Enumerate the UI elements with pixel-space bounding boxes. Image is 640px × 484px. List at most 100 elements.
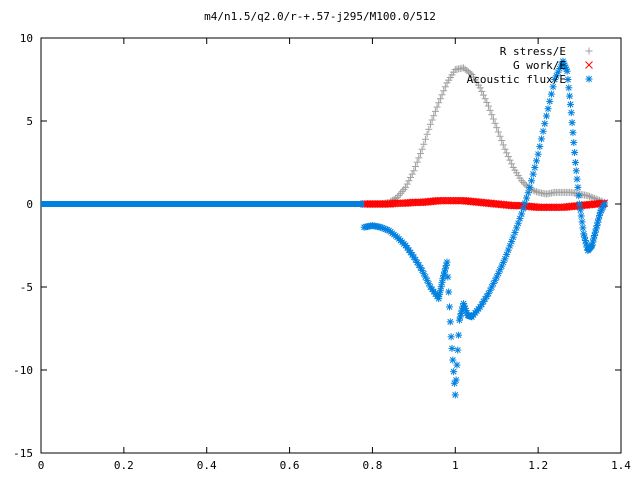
data-point-fill: [539, 127, 547, 135]
data-point-fill: [521, 180, 529, 188]
data-point: [493, 124, 501, 132]
data-point-fill: [541, 120, 549, 128]
data-point: [563, 67, 571, 75]
data-point-fill: [420, 140, 428, 148]
data-point-fill: [488, 111, 496, 119]
data-point: [418, 145, 426, 153]
data-point-fill: [508, 160, 516, 168]
data-point-fill: [503, 149, 511, 157]
data-point-fill: [478, 87, 486, 95]
legend-marker: [585, 47, 593, 55]
data-point-fill: [531, 187, 539, 195]
data-point-fill: [446, 318, 454, 326]
y-tick-label: -5: [20, 281, 33, 294]
data-point-fill: [491, 119, 499, 127]
y-axis: 10 5 0 -5 -10 -15: [13, 32, 621, 460]
data-point-fill: [570, 139, 578, 147]
data-point: [584, 192, 592, 200]
data-point-fill: [452, 376, 460, 384]
data-point: [518, 177, 526, 185]
data-point-fill: [489, 115, 497, 123]
data-point: [534, 150, 542, 158]
data-point-fill: [528, 177, 536, 185]
data-point-fill: [448, 344, 456, 352]
data-point-fill: [496, 132, 504, 140]
data-point-fill: [449, 356, 457, 364]
series-acoustic-flux-e: [41, 57, 608, 399]
data-point-fill: [503, 250, 511, 258]
x-tick-label: 1.4: [611, 459, 631, 472]
data-point-fill: [440, 87, 448, 95]
data-point-fill: [565, 84, 573, 92]
data-point-fill: [566, 92, 574, 100]
legend-label: R stress/E: [500, 45, 566, 58]
data-point-fill: [498, 137, 506, 145]
data-point-fill: [529, 170, 537, 178]
x-tick-label: 0.6: [280, 459, 300, 472]
data-point-fill: [444, 273, 452, 281]
data-point-fill: [499, 141, 507, 149]
data-point-fill: [425, 125, 433, 133]
x-tick-label: 1: [452, 459, 459, 472]
plot-frame: [40, 37, 622, 454]
data-point: [435, 295, 443, 303]
data-point-fill: [405, 177, 413, 185]
data-point: [451, 391, 459, 399]
data-point: [600, 200, 608, 208]
series-layer: [41, 57, 609, 399]
data-point: [402, 183, 410, 191]
data-point-fill: [479, 91, 487, 99]
y-tick-label: -15: [13, 447, 33, 460]
data-point-fill: [587, 193, 595, 201]
data-point-fill: [569, 129, 577, 137]
data-point-fill: [577, 212, 585, 220]
data-point-fill: [499, 258, 507, 266]
data-point-fill: [575, 192, 583, 200]
data-point-fill: [574, 183, 582, 191]
data-point-fill: [524, 189, 532, 197]
x-axis: 0 0.2 0.4 0.6 0.8 1 1.2 1.4: [38, 38, 631, 472]
y-tick-label: 10: [20, 32, 33, 45]
data-point-fill: [578, 218, 586, 226]
chart-title: m4/n1.5/q2.0/r-+.57-j295/M100.0/512: [204, 10, 436, 23]
data-point-fill: [504, 153, 512, 161]
data-point-fill: [455, 331, 463, 339]
y-tick-label: 0: [26, 198, 33, 211]
data-point: [476, 84, 484, 92]
data-point: [567, 109, 575, 117]
data-point-fill: [547, 90, 555, 98]
data-point: [443, 258, 451, 266]
y-tick-label: -10: [13, 364, 33, 377]
data-point-fill: [544, 105, 552, 113]
data-point-fill: [573, 175, 581, 183]
data-point: [501, 145, 509, 153]
y-tick-label: 5: [26, 115, 33, 128]
data-point-fill: [403, 180, 411, 188]
data-point-fill: [408, 170, 416, 178]
data-point: [410, 167, 418, 175]
data-point-fill: [436, 291, 444, 299]
data-point: [571, 159, 579, 166]
legend-marker: [585, 75, 593, 83]
data-point: [526, 183, 534, 191]
data-point: [426, 120, 434, 128]
legend-marker: [585, 61, 593, 69]
x-tick-label: 0.8: [362, 459, 382, 472]
data-point-fill: [572, 167, 580, 175]
data-point-fill: [416, 150, 424, 158]
data-point-fill: [546, 97, 554, 105]
data-point-fill: [566, 100, 574, 108]
x-tick-label: 0.4: [197, 459, 217, 472]
data-point-fill: [483, 98, 491, 106]
data-point-fill: [407, 173, 415, 181]
data-point-fill: [441, 83, 449, 91]
data-point-fill: [537, 135, 545, 143]
data-point-fill: [423, 130, 431, 138]
data-point-fill: [438, 91, 446, 99]
data-point-fill: [532, 188, 540, 196]
x-tick-label: 0: [38, 459, 45, 472]
data-point-fill: [453, 361, 461, 369]
data-point: [435, 99, 443, 107]
data-point-fill: [445, 303, 453, 311]
